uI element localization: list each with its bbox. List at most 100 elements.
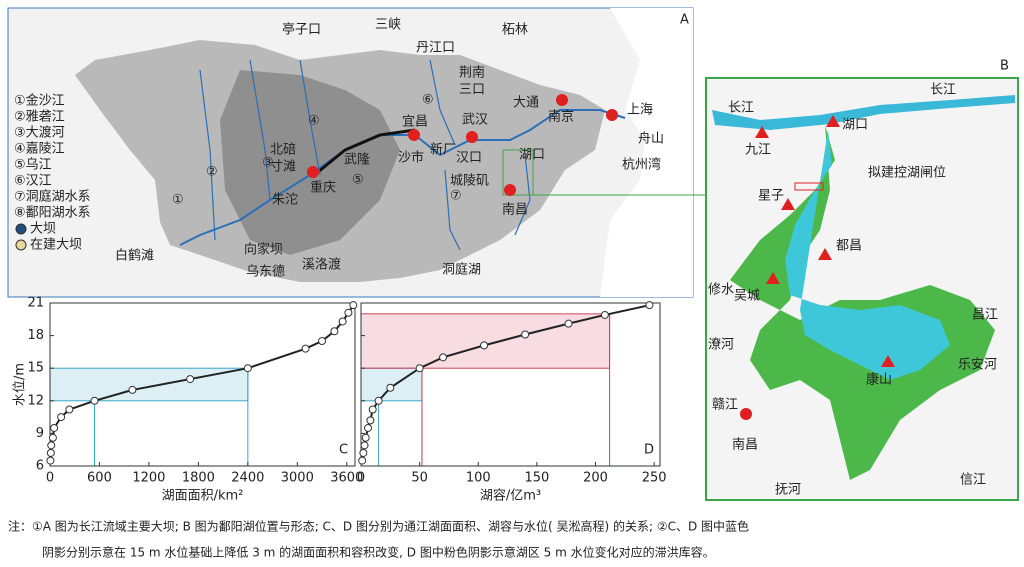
place-label: 洞庭湖: [442, 262, 481, 278]
place-label: 杭州湾: [622, 157, 661, 173]
place-label: 亭子口: [282, 22, 321, 38]
y-tick-label: 12: [27, 393, 44, 408]
reservoir: [317, 128, 416, 174]
lake-extent: [730, 125, 995, 480]
point: [48, 433, 57, 442]
x-tick-label: 0: [46, 471, 54, 486]
place-label: 南京: [548, 109, 574, 125]
river-number: ③: [262, 156, 274, 171]
x-tick-label: 250: [642, 471, 667, 486]
point: [480, 341, 489, 350]
place-label: 北碚: [270, 143, 296, 158]
sea: [600, 8, 693, 297]
point: [366, 416, 375, 425]
point: [344, 308, 353, 317]
place-label: 白鹤滩: [115, 248, 154, 264]
point: [90, 396, 99, 405]
place-label: 汉口: [456, 151, 482, 166]
point: [330, 327, 339, 336]
point: [301, 344, 310, 353]
point: [564, 319, 573, 328]
legend-entry: ②雅砻江: [14, 110, 65, 125]
plot-frame: [360, 302, 661, 467]
y-axis-label: 水位/m: [13, 363, 28, 406]
x-tick-label: 1800: [182, 471, 215, 486]
place-label: 向家坝: [244, 242, 283, 258]
y-tick-label: 18: [27, 328, 44, 343]
x-tick-label: 600: [87, 471, 112, 486]
x-tick-label: 2400: [231, 471, 264, 486]
river-number: ②: [206, 165, 218, 180]
place-label: 南昌: [732, 437, 758, 453]
x-tick-label: 1200: [132, 471, 165, 486]
point: [374, 396, 383, 405]
gate: [794, 182, 824, 191]
point: [600, 310, 609, 319]
point: [368, 405, 377, 414]
point: [358, 456, 367, 465]
place-label: 九江: [745, 143, 771, 158]
plot-frame: [49, 302, 356, 467]
river-number: ①: [172, 193, 184, 208]
place-label: 长江: [728, 101, 754, 116]
yangtze-b: [712, 95, 1015, 130]
point: [128, 385, 137, 394]
point: [186, 375, 195, 384]
point: [361, 433, 370, 442]
panel-label: C: [339, 443, 348, 458]
point: [439, 353, 448, 362]
point: [521, 330, 530, 339]
point: [349, 301, 358, 310]
point: [65, 405, 74, 414]
place-label: 上海: [627, 103, 653, 118]
place-label: 寸滩: [270, 160, 296, 175]
place-label: 宜昌: [402, 115, 428, 130]
river-number: ④: [308, 114, 320, 129]
point: [46, 448, 55, 457]
place-label: 潦河: [708, 337, 734, 353]
point: [47, 441, 56, 450]
lake-water: [785, 130, 950, 380]
legend-entry: ⑥汉江: [14, 174, 52, 189]
place-label: 三口: [459, 83, 485, 98]
point: [386, 383, 395, 392]
y-tick-label: 9: [36, 426, 44, 441]
dam-icon: [15, 223, 27, 235]
point: [46, 456, 55, 465]
x-tick-label: 200: [583, 471, 608, 486]
panel-label: D: [644, 443, 654, 458]
place-label: 长江: [930, 83, 956, 98]
y-tick-label: 15: [27, 361, 44, 376]
place-label: 南昌: [502, 202, 528, 218]
x-tick-label: 50: [411, 471, 428, 486]
place-label: 昌江: [972, 308, 998, 323]
point: [359, 448, 368, 457]
place-label: 乐安河: [958, 358, 997, 373]
place-label: 丹江口: [416, 41, 455, 56]
place-label: 康山: [866, 372, 892, 388]
point: [318, 337, 327, 346]
place-label: 新厂: [430, 142, 456, 158]
x-tick-label: 0: [357, 471, 365, 486]
legend-entry: 在建大坝: [30, 238, 82, 253]
caption: 阴影分别示意在 15 m 水位基础上降低 3 m 的湖面面积和容积改变, D 图…: [42, 545, 715, 560]
place-label: 沙市: [398, 150, 424, 166]
point: [50, 423, 59, 432]
legend-entry: ⑤乌江: [14, 157, 52, 173]
towns: [740, 115, 895, 420]
caption: 注：①A 图为长江流域主要大坝; B 图为鄱阳湖位置与形态; C、D 图分别为通…: [8, 519, 749, 534]
point: [415, 364, 424, 373]
place-label: 抚河: [775, 483, 801, 498]
place-label: 柘林: [502, 23, 528, 38]
point: [364, 423, 373, 432]
x-tick-label: 100: [466, 471, 491, 486]
place-label: 湖口: [842, 118, 868, 133]
place-label: 大通: [513, 96, 539, 111]
cities: [307, 94, 618, 196]
place-label: 朱沱: [272, 192, 298, 208]
place-label: 拟建控湖闸位: [868, 166, 946, 181]
inset-box: [502, 149, 534, 196]
x-axis-label: 湖容/亿m³: [480, 488, 541, 504]
